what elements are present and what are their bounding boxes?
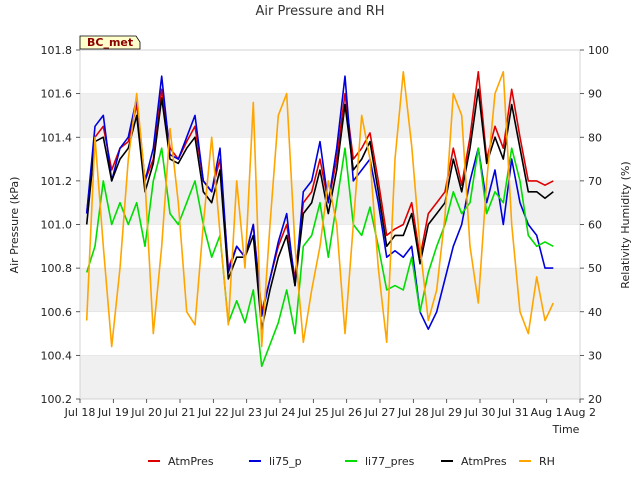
x-tick-label: Aug 2 xyxy=(564,406,596,419)
y-tick-label: 100.2 xyxy=(41,393,73,406)
x-tick-label: Jul 26 xyxy=(330,406,362,419)
x-tick-label: Jul 20 xyxy=(130,406,162,419)
y-tick-label: 101.0 xyxy=(41,219,73,232)
y-tick-label: 100.4 xyxy=(41,349,73,362)
x-tick-label: Jul 18 xyxy=(64,406,96,419)
legend-label: li75_p xyxy=(269,455,302,468)
legend-label: AtmPres xyxy=(168,455,214,468)
legend-item: RH xyxy=(519,455,555,468)
x-axis-ticks: Jul 18 Jul 19 Jul 20 Jul 21 Jul 22 Jul 23 Jul … xyxy=(64,399,596,419)
x-tick-label: Jul 22 xyxy=(197,406,229,419)
y2-axis-title: Relativity Humidity (%) xyxy=(619,161,632,288)
series-line-4 xyxy=(85,71,555,348)
series-layer xyxy=(85,71,555,368)
y2-tick-label: 90 xyxy=(588,88,602,101)
y2-tick-label: 30 xyxy=(588,349,602,362)
y-axis-ticks: 100.2 100.4 100.6 100.8 101.0 101.2 101.4 101.6… xyxy=(41,44,80,406)
chart-title: Air Pressure and RH xyxy=(255,4,384,19)
legend-item: li75_p xyxy=(249,455,302,468)
y2-tick-label: 70 xyxy=(588,175,602,188)
legend-label: AtmPres xyxy=(461,455,507,468)
x-tick-label: Jul 19 xyxy=(97,406,129,419)
x-tick-label: Aug 1 xyxy=(531,406,563,419)
y2-tick-label: 50 xyxy=(588,262,602,275)
x-tick-label: Jul 30 xyxy=(464,406,496,419)
y-axis-title: Air Pressure (kPa) xyxy=(8,177,21,274)
station-badge: BC_met xyxy=(79,35,141,50)
x-tick-label: Jul 25 xyxy=(297,406,329,419)
badge-box xyxy=(79,35,141,50)
x-tick-label: Jul 31 xyxy=(497,406,529,419)
legend-label: li77_pres xyxy=(365,455,415,468)
legend-label: RH xyxy=(539,455,555,468)
y-tick-label: 101.6 xyxy=(41,88,73,101)
x-tick-label: Jul 29 xyxy=(430,406,462,419)
y-tick-label: 101.4 xyxy=(41,131,73,144)
y2-tick-label: 100 xyxy=(588,44,609,57)
y-tick-label: 101.8 xyxy=(41,44,73,57)
y2-tick-label: 20 xyxy=(588,393,602,406)
y-tick-label: 100.8 xyxy=(41,262,73,275)
y-tick-label: 100.6 xyxy=(41,306,73,319)
y-tick-label: 101.2 xyxy=(41,175,73,188)
grid-band xyxy=(80,355,580,399)
series-line-2 xyxy=(85,147,554,368)
x-tick-label: Jul 21 xyxy=(164,406,196,419)
x-axis-title: Time xyxy=(552,423,580,436)
badge-label: BC_met xyxy=(87,36,133,49)
legend: AtmPres li75_p li77_pres AtmPres RH xyxy=(148,455,555,468)
y2-tick-label: 60 xyxy=(588,219,602,232)
legend-item: AtmPres xyxy=(441,455,507,468)
legend-item: AtmPres xyxy=(148,455,214,468)
x-tick-label: Jul 24 xyxy=(264,406,296,419)
x-tick-label: Jul 23 xyxy=(230,406,262,419)
x-tick-label: Jul 28 xyxy=(397,406,429,419)
y2-tick-label: 40 xyxy=(588,306,602,319)
y2-tick-label: 80 xyxy=(588,131,602,144)
x-tick-label: Jul 27 xyxy=(364,406,396,419)
series-line-3 xyxy=(85,88,554,331)
legend-item: li77_pres xyxy=(345,455,415,468)
series-line-1 xyxy=(85,75,554,331)
y2-axis-ticks: 20 30 40 50 60 70 80 90 100 xyxy=(580,44,609,406)
grid-band xyxy=(80,268,580,312)
